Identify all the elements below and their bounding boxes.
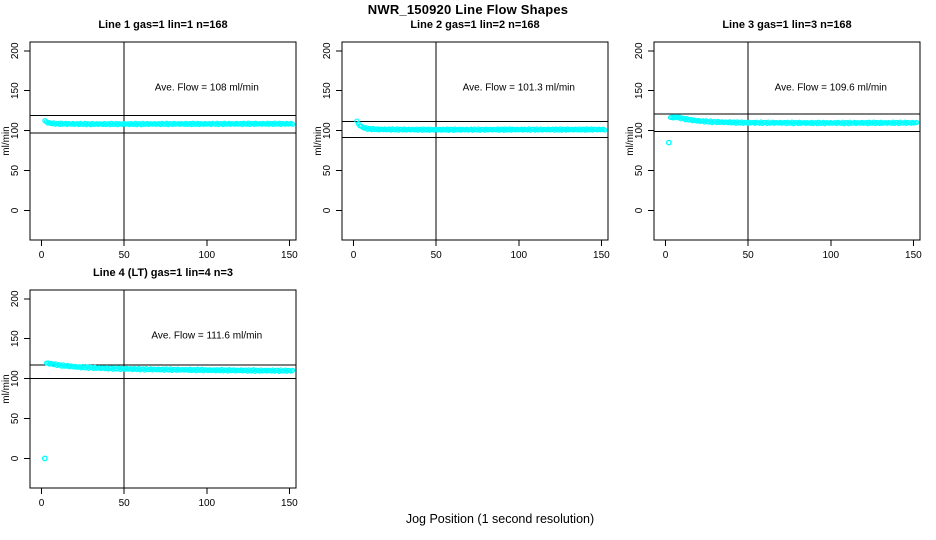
x-tick-label: 0 <box>39 498 45 509</box>
x-axis-label: Jog Position (1 second resolution) <box>405 512 595 526</box>
plot-frame <box>29 289 297 489</box>
flow-points <box>41 360 296 462</box>
x-tick-label: 0 <box>663 250 669 261</box>
y-tick-label: 100 <box>322 122 333 139</box>
y-tick-label: 150 <box>322 82 333 99</box>
panel-line-1: Line 1 gas=1 lin=1 n=168 0 50 100 150 0 50 100 1… <box>1 19 298 261</box>
flow-points <box>354 118 608 133</box>
y-tick-label: 200 <box>10 290 21 307</box>
y-tick-label: 0 <box>10 207 21 213</box>
y-tick-label: 50 <box>10 413 21 425</box>
x-tick-label: 50 <box>431 250 443 261</box>
average-flow-annotation: Ave. Flow = 101.3 ml/min <box>463 83 575 94</box>
x-tick-label: 150 <box>905 250 922 261</box>
x-tick-label: 50 <box>119 498 131 509</box>
panel-line-3: Line 3 gas=1 lin=3 n=168 0 50 100 150 0 50 100 1… <box>625 19 922 261</box>
x-tick-label: 100 <box>510 250 527 261</box>
y-tick-label: 0 <box>10 455 21 461</box>
main-title: NWR_150920 Line Flow Shapes <box>367 2 569 17</box>
y-tick-label: 150 <box>10 82 21 99</box>
y-tick-label: 50 <box>10 165 21 177</box>
y-tick-label: 100 <box>10 370 21 387</box>
flow-points <box>665 114 920 146</box>
outlier-point <box>665 139 672 146</box>
y-tick-label: 100 <box>10 122 21 139</box>
outlier-point <box>41 455 48 462</box>
flow-points <box>42 118 296 128</box>
x-tick-label: 100 <box>822 250 839 261</box>
y-tick-label: 50 <box>322 165 333 177</box>
panel-line-2: Line 2 gas=1 lin=2 n=168 0 50 100 150 0 50 100 1… <box>313 19 610 261</box>
y-axis-label: ml/min <box>1 374 12 403</box>
panel-title: Line 4 (LT) gas=1 lin=4 n=3 <box>93 267 233 279</box>
average-flow-annotation: Ave. Flow = 111.6 ml/min <box>151 331 262 342</box>
x-tick-label: 150 <box>281 498 298 509</box>
y-tick-label: 150 <box>10 330 21 347</box>
y-axis-label: ml/min <box>625 126 636 155</box>
x-tick-label: 0 <box>39 250 45 261</box>
x-tick-label: 150 <box>593 250 610 261</box>
y-tick-label: 200 <box>634 42 645 59</box>
y-tick-label: 150 <box>634 82 645 99</box>
x-tick-label: 150 <box>281 250 298 261</box>
panel-title: Line 2 gas=1 lin=2 n=168 <box>410 19 539 31</box>
y-tick-label: 0 <box>322 207 333 213</box>
x-tick-label: 100 <box>198 250 215 261</box>
average-flow-annotation: Ave. Flow = 109.6 ml/min <box>775 83 887 94</box>
panel-title: Line 1 gas=1 lin=1 n=168 <box>98 19 227 31</box>
panel-title: Line 3 gas=1 lin=3 n=168 <box>722 19 851 31</box>
y-axis-label: ml/min <box>1 126 12 155</box>
y-tick-label: 50 <box>634 165 645 177</box>
x-tick-label: 100 <box>198 498 215 509</box>
y-tick-label: 0 <box>634 207 645 213</box>
panel-line-4: Line 4 (LT) gas=1 lin=4 n=3 0 50 100 150 0 50 1… <box>1 267 298 509</box>
y-tick-label: 100 <box>634 122 645 139</box>
plot-frame <box>341 41 609 241</box>
average-flow-annotation: Ave. Flow = 108 ml/min <box>155 83 259 94</box>
y-tick-label: 200 <box>10 42 21 59</box>
y-axis-label: ml/min <box>313 126 324 155</box>
y-tick-label: 200 <box>322 42 333 59</box>
x-tick-label: 50 <box>119 250 131 261</box>
x-tick-label: 50 <box>743 250 755 261</box>
plot-frame <box>29 41 297 241</box>
plot-frame <box>653 41 921 241</box>
x-tick-label: 0 <box>351 250 357 261</box>
